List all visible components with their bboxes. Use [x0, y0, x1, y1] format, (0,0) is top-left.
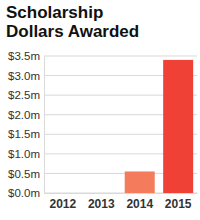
y-tick-label: $2.5m: [8, 89, 40, 101]
grid-line: [44, 56, 197, 57]
bar: [48, 193, 78, 194]
y-tick-label: $0.0m: [8, 187, 40, 199]
grid: [44, 56, 197, 193]
y-tick-label: $0.5m: [8, 168, 40, 180]
x-axis: 2012 2013 2014 2015: [45, 193, 198, 211]
bar: [86, 193, 116, 194]
y-tick-label: $1.0m: [8, 148, 40, 160]
x-tick: 2013: [88, 193, 115, 211]
x-tick: 2012: [49, 193, 76, 211]
x-tick: 2014: [126, 193, 153, 211]
y-tick: $1.5m: [8, 128, 44, 140]
y-tick: $0.5m: [8, 168, 44, 180]
y-axis: $0.0m $0.5m $1.0m $1.5m $2.0m $2.5m $3.0m $3.5m: [8, 50, 44, 199]
x-tick-label: 2012: [49, 197, 76, 211]
bar: [125, 171, 155, 193]
chart: $0.0m $0.5m $1.0m $1.5m $2.0m $2.5m $3.0m $3.5m…: [0, 0, 200, 220]
y-tick: $3.0m: [8, 70, 44, 82]
chart-title: Scholarship Dollars Awarded: [6, 3, 156, 41]
bars: [125, 60, 193, 193]
x-axis-line: [45, 193, 198, 194]
y-tick: $1.0m: [8, 148, 44, 160]
bar: [163, 60, 193, 193]
x-tick-label: 2014: [126, 197, 153, 211]
y-tick-label: $2.0m: [8, 109, 40, 121]
y-tick: $2.0m: [8, 109, 44, 121]
y-tick: $2.5m: [8, 89, 44, 101]
y-tick-label: $3.0m: [8, 70, 40, 82]
x-tick-label: 2013: [88, 197, 115, 211]
x-tick: 2015: [165, 193, 192, 211]
y-tick: $0.0m: [8, 187, 44, 199]
y-axis-line: [44, 57, 45, 194]
y-tick: $3.5m: [8, 50, 44, 62]
x-tick-label: 2015: [165, 197, 192, 211]
y-tick-label: $1.5m: [8, 128, 40, 140]
y-tick-label: $3.5m: [8, 50, 40, 62]
plot: $0.0m $0.5m $1.0m $1.5m $2.0m $2.5m $3.0m $3.5m…: [8, 50, 197, 210]
